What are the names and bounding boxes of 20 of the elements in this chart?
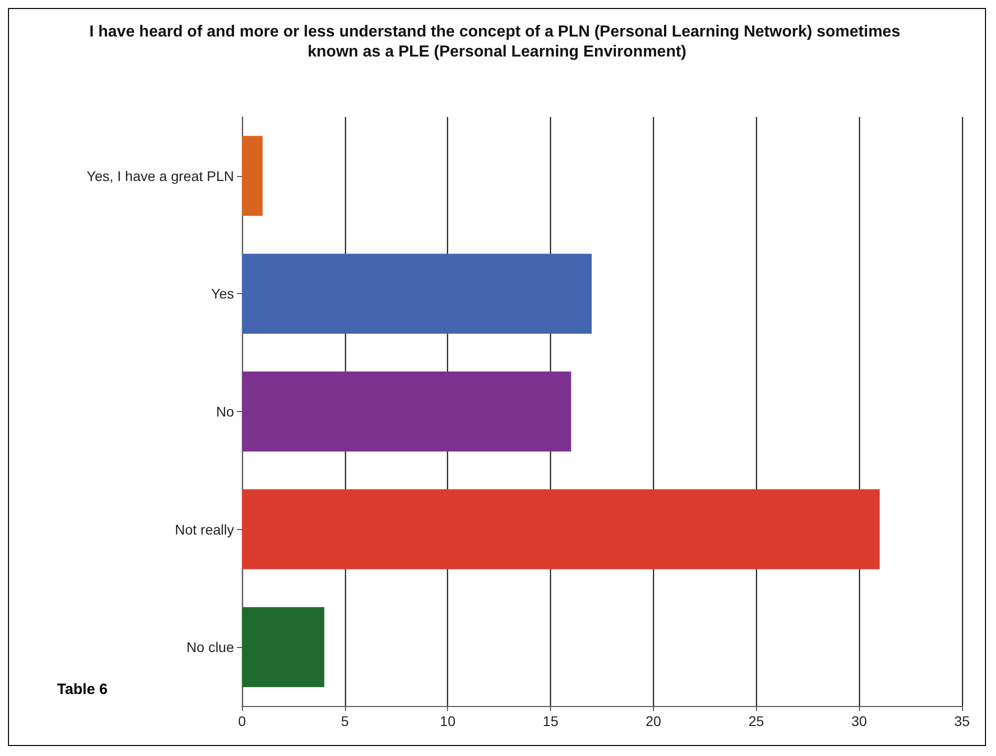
caption: Table 6 — [57, 681, 108, 698]
x-tick-label: 35 — [954, 713, 970, 729]
x-tick-label: 15 — [542, 713, 559, 729]
y-tick-label: No — [216, 404, 234, 420]
bar — [242, 254, 592, 334]
y-tick-label: Yes — [211, 286, 234, 302]
x-tick-label: 25 — [748, 713, 764, 729]
x-tick-label: 5 — [340, 713, 349, 729]
x-tick-label: 20 — [646, 713, 662, 729]
bar — [242, 136, 263, 216]
y-tick-label: No clue — [186, 639, 234, 656]
x-tick-label: 30 — [851, 713, 868, 729]
bar — [242, 489, 880, 570]
x-tick-label: 10 — [440, 713, 456, 729]
bar — [242, 607, 324, 688]
y-tick-label: Yes, I have a great PLN — [86, 168, 234, 184]
y-tick-label: Not really — [174, 521, 234, 538]
bar — [242, 372, 572, 452]
x-tick-label: 0 — [238, 713, 246, 729]
chart-title: I have heard of and more or less understand the concept of a PLN (Personal Learning Network) sometimes known as a PLE (Personal Learning Environment) — [89, 24, 905, 60]
